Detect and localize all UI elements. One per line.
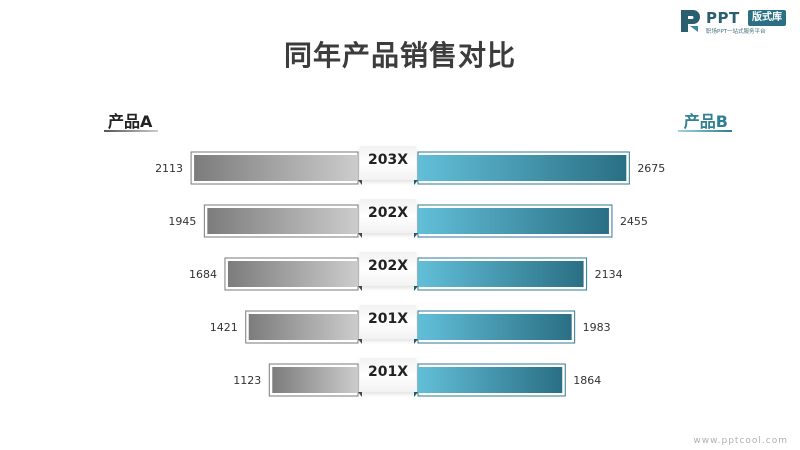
logo-mark-icon — [681, 10, 700, 32]
fold-left-icon — [358, 339, 362, 344]
year-label: 201X — [368, 364, 408, 380]
bar-a — [207, 208, 358, 234]
bar-a — [272, 367, 358, 393]
series-b-label: 产品B — [683, 112, 728, 131]
fold-left-icon — [358, 233, 362, 238]
logo-brand-text: PPT — [706, 9, 740, 27]
fold-right-icon — [414, 286, 418, 291]
bar-b — [418, 261, 584, 287]
value-label-b: 1864 — [573, 374, 601, 387]
value-label-a: 1945 — [168, 215, 196, 228]
year-label-bg — [360, 146, 416, 180]
value-label-a: 1421 — [210, 321, 238, 334]
bar-b — [418, 208, 609, 234]
value-label-a: 2113 — [155, 162, 183, 175]
year-label-bg — [360, 252, 416, 286]
year-label-bg — [360, 199, 416, 233]
bar-b — [418, 367, 563, 393]
fold-right-icon — [414, 233, 418, 238]
fold-right-icon — [414, 339, 418, 344]
bar-a — [248, 314, 358, 340]
bar-a — [194, 155, 358, 181]
watermark: www.pptcool.com — [693, 436, 788, 446]
brand-logo: PPT 版式库 职场PPT一站式服务平台 — [676, 6, 796, 38]
fold-right-icon — [414, 392, 418, 397]
year-label: 202X — [368, 205, 408, 221]
logo-tagline: 职场PPT一站式服务平台 — [706, 29, 766, 35]
value-label-a: 1123 — [233, 374, 261, 387]
value-label-b: 2134 — [595, 268, 623, 281]
value-label-b: 2455 — [620, 215, 648, 228]
series-a-label: 产品A — [108, 112, 153, 131]
series-a-underline — [104, 130, 158, 132]
year-label-bg — [360, 305, 416, 339]
fold-left-icon — [358, 180, 362, 185]
bar-b — [418, 155, 627, 181]
value-label-b: 1983 — [583, 321, 611, 334]
year-label: 202X — [368, 258, 408, 274]
page-title: 同年产品销售对比 — [283, 39, 516, 72]
year-label-bg — [360, 358, 416, 392]
fold-left-icon — [358, 286, 362, 291]
year-label: 201X — [368, 311, 408, 327]
fold-right-icon — [414, 180, 418, 185]
bar-b — [418, 314, 572, 340]
value-label-b: 2675 — [637, 162, 665, 175]
value-label-a: 1684 — [189, 268, 217, 281]
fold-left-icon — [358, 392, 362, 397]
year-label: 203X — [368, 152, 408, 168]
series-b-underline — [678, 130, 732, 132]
logo-badge: 版式库 — [748, 10, 786, 26]
bar-a — [227, 261, 358, 287]
